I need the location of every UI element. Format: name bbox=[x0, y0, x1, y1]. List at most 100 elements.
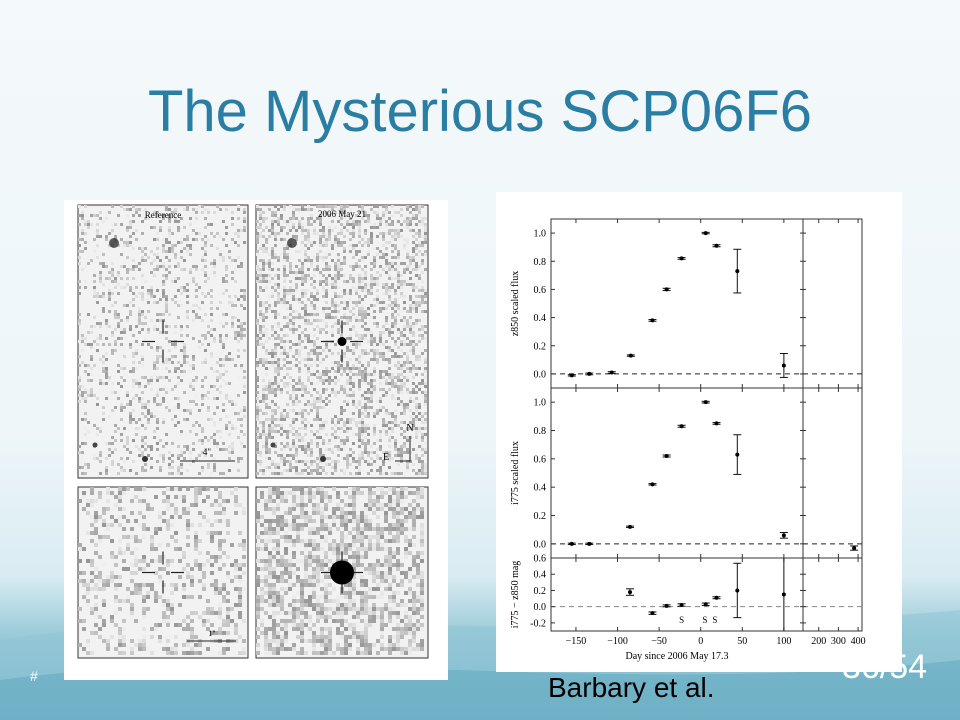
noise-pixel bbox=[328, 523, 332, 527]
noise-pixel bbox=[162, 619, 166, 623]
noise-pixel bbox=[322, 232, 325, 235]
noise-pixel bbox=[243, 220, 246, 223]
noise-pixel bbox=[388, 232, 391, 235]
noise-pixel bbox=[412, 575, 416, 579]
noise-pixel bbox=[86, 503, 90, 507]
noise-pixel bbox=[316, 319, 319, 322]
noise-pixel bbox=[332, 539, 336, 543]
noise-pixel bbox=[418, 208, 421, 211]
noise-pixel bbox=[307, 322, 310, 325]
noise-pixel bbox=[87, 223, 90, 226]
noise-pixel bbox=[242, 619, 246, 623]
noise-pixel bbox=[96, 349, 99, 352]
noise-pixel bbox=[153, 373, 156, 376]
noise-pixel bbox=[418, 289, 421, 292]
noise-pixel bbox=[256, 436, 259, 439]
noise-pixel bbox=[304, 439, 307, 442]
noise-pixel bbox=[284, 499, 288, 503]
noise-pixel bbox=[123, 265, 126, 268]
noise-pixel bbox=[162, 292, 165, 295]
noise-pixel bbox=[418, 250, 421, 253]
noise-pixel bbox=[348, 543, 352, 547]
noise-pixel bbox=[268, 346, 271, 349]
noise-pixel bbox=[394, 343, 397, 346]
noise-pixel bbox=[316, 289, 319, 292]
noise-pixel bbox=[304, 277, 307, 280]
noise-pixel bbox=[360, 563, 364, 567]
noise-pixel bbox=[370, 268, 373, 271]
noise-pixel bbox=[352, 543, 356, 547]
noise-pixel bbox=[336, 607, 340, 611]
noise-pixel bbox=[120, 343, 123, 346]
noise-pixel bbox=[388, 567, 392, 571]
noise-pixel bbox=[138, 361, 141, 364]
noise-pixel bbox=[397, 253, 400, 256]
noise-pixel bbox=[259, 406, 262, 409]
noise-pixel bbox=[336, 491, 340, 495]
noise-pixel bbox=[234, 241, 237, 244]
noise-pixel bbox=[424, 301, 427, 304]
noise-pixel bbox=[412, 334, 415, 337]
noise-pixel bbox=[373, 283, 376, 286]
noise-pixel bbox=[78, 547, 82, 551]
noise-pixel bbox=[349, 319, 352, 322]
noise-pixel bbox=[201, 301, 204, 304]
noise-pixel bbox=[304, 358, 307, 361]
noise-pixel bbox=[134, 643, 138, 647]
noise-pixel bbox=[268, 495, 272, 499]
noise-pixel bbox=[195, 313, 198, 316]
noise-pixel bbox=[99, 472, 102, 475]
noise-pixel bbox=[168, 229, 171, 232]
noise-pixel bbox=[301, 439, 304, 442]
noise-pixel bbox=[301, 472, 304, 475]
noise-pixel bbox=[204, 358, 207, 361]
noise-pixel bbox=[380, 571, 384, 575]
noise-pixel bbox=[102, 292, 105, 295]
noise-pixel bbox=[408, 503, 412, 507]
noise-pixel bbox=[284, 491, 288, 495]
noise-pixel bbox=[392, 603, 396, 607]
noise-pixel bbox=[201, 205, 204, 208]
noise-pixel bbox=[201, 430, 204, 433]
noise-pixel bbox=[174, 511, 178, 515]
noise-pixel bbox=[141, 436, 144, 439]
noise-pixel bbox=[376, 253, 379, 256]
noise-pixel bbox=[301, 226, 304, 229]
noise-pixel bbox=[153, 211, 156, 214]
noise-pixel bbox=[364, 229, 367, 232]
noise-pixel bbox=[364, 337, 367, 340]
noise-pixel bbox=[348, 503, 352, 507]
noise-pixel bbox=[334, 304, 337, 307]
noise-pixel bbox=[213, 421, 216, 424]
noise-pixel bbox=[352, 515, 356, 519]
noise-pixel bbox=[138, 310, 141, 313]
noise-pixel bbox=[210, 607, 214, 611]
noise-pixel bbox=[289, 466, 292, 469]
noise-pixel bbox=[319, 406, 322, 409]
noise-pixel bbox=[98, 615, 102, 619]
noise-pixel bbox=[400, 214, 403, 217]
noise-pixel bbox=[344, 551, 348, 555]
noise-pixel bbox=[268, 531, 272, 535]
noise-pixel bbox=[240, 334, 243, 337]
noise-pixel bbox=[343, 259, 346, 262]
noise-pixel bbox=[328, 499, 332, 503]
noise-pixel bbox=[207, 418, 210, 421]
noise-pixel bbox=[262, 274, 265, 277]
noise-pixel bbox=[391, 349, 394, 352]
noise-pixel bbox=[154, 547, 158, 551]
noise-pixel bbox=[237, 244, 240, 247]
noise-pixel bbox=[312, 591, 316, 595]
noise-pixel bbox=[286, 301, 289, 304]
noise-pixel bbox=[304, 304, 307, 307]
noise-pixel bbox=[93, 454, 96, 457]
noise-pixel bbox=[380, 579, 384, 583]
noise-pixel bbox=[117, 370, 120, 373]
noise-pixel bbox=[141, 391, 144, 394]
noise-pixel bbox=[180, 433, 183, 436]
noise-pixel bbox=[296, 487, 300, 491]
noise-pixel bbox=[259, 211, 262, 214]
noise-pixel bbox=[379, 334, 382, 337]
noise-pixel bbox=[271, 310, 274, 313]
noise-pixel bbox=[307, 400, 310, 403]
